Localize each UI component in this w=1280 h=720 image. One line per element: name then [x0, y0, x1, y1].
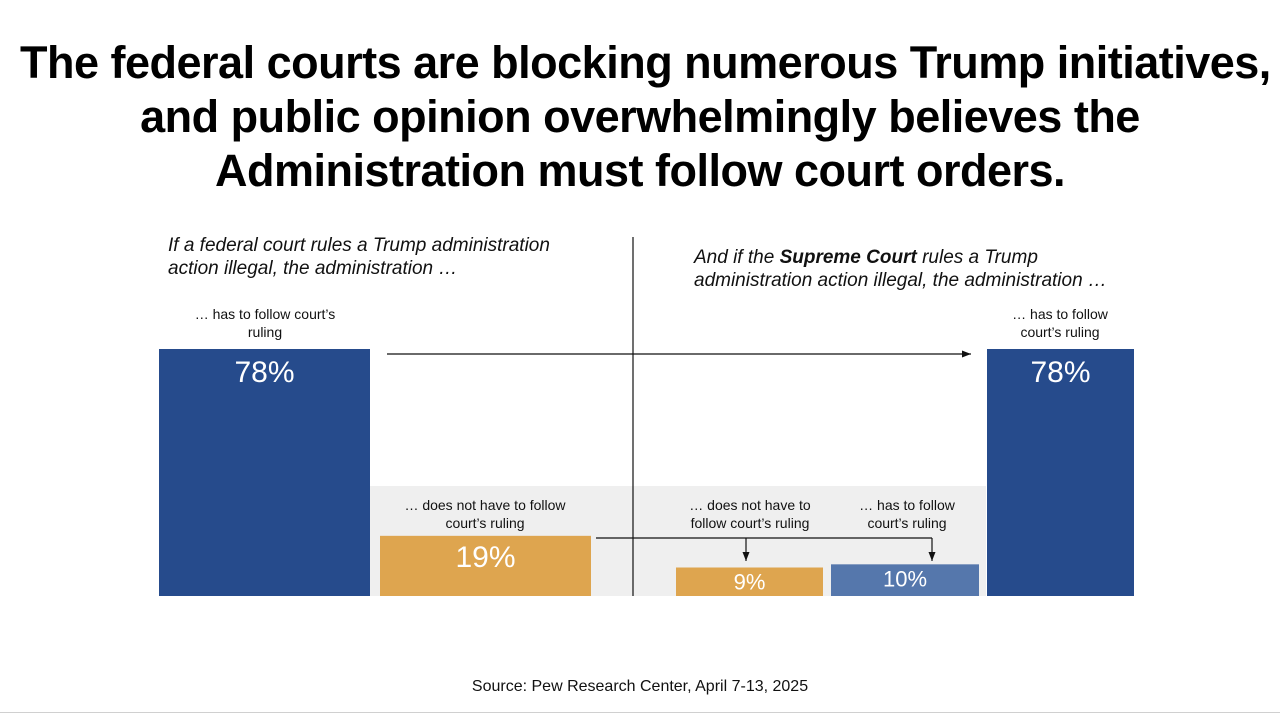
label-left-not-follow-line-1: … does not have to follow [404, 497, 566, 513]
label-left-follow: … has to follow court’s ruling [160, 305, 370, 341]
right-subtitle-line-1: And if the Supreme Court rules a Trump [694, 246, 1107, 269]
bar-value-label-1: 78% [234, 356, 294, 389]
title-line-1: The federal courts are blocking numerous… [20, 37, 1271, 88]
bar-value-label-4: 10% [883, 566, 927, 591]
bar-value-label-5: 78% [1030, 356, 1090, 389]
title-line-2: and public opinion overwhelmingly believ… [140, 91, 1140, 142]
right-subtitle-bold: Supreme Court [779, 247, 917, 268]
bar-5 [987, 349, 1134, 596]
label-left-follow-line-2: ruling [247, 324, 283, 340]
right-subtitle-prefix: And if the [694, 247, 780, 268]
left-subtitle-line-2: action illegal, the administration … [168, 258, 458, 279]
chart-title: The federal courts are blocking numerous… [20, 36, 1271, 198]
label-right-not-follow-line-2: follow court’s ruling [690, 515, 810, 531]
label-right-sub-follow: … has to follow court’s ruling [832, 496, 982, 532]
label-left-not-follow-line-2: court’s ruling [445, 515, 525, 531]
bar-4 [831, 564, 979, 596]
right-panel-subtitle: And if the Supreme Court rules a Trump a… [694, 246, 1107, 292]
label-right-follow: … has to follow court’s ruling [990, 305, 1130, 341]
label-right-follow-line-2: court’s ruling [1020, 324, 1100, 340]
title-line-3: Administration must follow court orders. [214, 145, 1066, 196]
label-right-sub-follow-line-1: … has to follow [859, 497, 955, 513]
bar-1 [159, 349, 370, 596]
bar-value-label-2: 19% [455, 541, 515, 574]
bar-value-label-3: 9% [734, 570, 766, 595]
left-subtitle-line-1: If a federal court rules a Trump adminis… [168, 235, 550, 256]
right-subtitle-line-2: administration action illegal, the admin… [694, 270, 1107, 291]
bar-2 [380, 535, 591, 596]
left-panel-subtitle: If a federal court rules a Trump adminis… [168, 234, 550, 280]
label-left-follow-line-1: … has to follow court’s [194, 306, 336, 322]
label-left-not-follow: … does not have to follow court’s ruling [375, 496, 595, 532]
label-right-sub-follow-line-2: court’s ruling [867, 515, 947, 531]
source-note: Source: Pew Research Center, April 7-13,… [471, 678, 809, 695]
bar-3 [676, 567, 823, 596]
label-right-not-follow-line-1: … does not have to [689, 497, 811, 513]
label-right-not-follow: … does not have to follow court’s ruling [665, 496, 835, 532]
label-right-follow-line-1: … has to follow [1012, 306, 1108, 322]
footer-divider [0, 712, 1280, 713]
right-subtitle-suffix: rules a Trump [916, 247, 1038, 268]
